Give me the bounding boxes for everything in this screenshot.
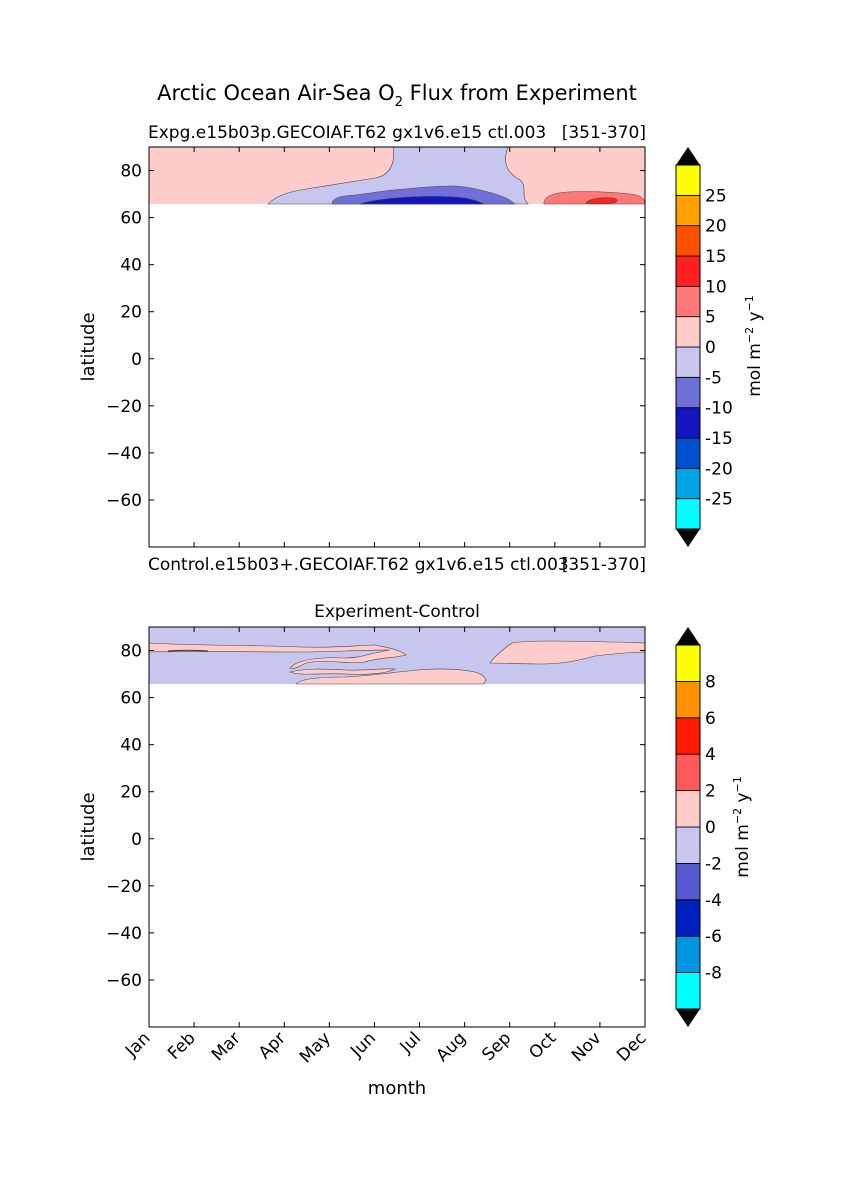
top-plot-frame [148, 146, 646, 548]
colorbar-swatch [675, 194, 701, 227]
colorbar-swatch [675, 225, 701, 257]
top-colorbar-label: mol m−2 y−1 [743, 295, 765, 397]
colorbar-tick-label: -10 [705, 399, 733, 419]
y-tick-label: 80 [120, 162, 142, 182]
colorbar-tick-label: -25 [705, 490, 733, 510]
colorbar-tick-label: -20 [705, 459, 733, 479]
top-field-plus5-region [543, 191, 646, 205]
colorbar-extend-top [676, 627, 700, 645]
colorbar-tick-label: 25 [705, 186, 727, 206]
figure-title: Arctic Ocean Air-Sea O2 Flux from Experi… [157, 81, 637, 110]
colorbar-swatch [675, 498, 701, 530]
colorbar-swatch [675, 437, 701, 469]
colorbar-tick-label: 15 [705, 247, 727, 267]
colorbar-tick-label: -4 [705, 891, 722, 911]
bottom-colorbar-label: mol m−2 y−1 [731, 776, 753, 878]
colorbar-swatch [675, 972, 701, 1010]
top-y-axis: −60 −40 −20 0 20 40 60 80 [106, 162, 645, 511]
colorbar-swatch [675, 164, 701, 196]
colorbar-tick-label: -6 [705, 927, 722, 947]
colorbar-frame [675, 644, 701, 1010]
colorbar-extend-bottom [676, 1009, 700, 1027]
bottom-field-negative-streak [167, 649, 209, 652]
colorbar-tick-label: 0 [705, 818, 716, 838]
y-tick-label: 20 [120, 783, 142, 803]
colorbar-swatch [675, 467, 701, 500]
colorbar-swatch [675, 285, 701, 318]
top-x-ticks [148, 147, 646, 547]
y-tick-label: 60 [120, 689, 142, 709]
colorbar-swatch [675, 681, 701, 719]
bottom-x-axis-label: month [368, 1078, 426, 1099]
y-tick-label: 60 [120, 209, 142, 229]
colorbar-swatch [675, 376, 701, 409]
colorbar-tick-label: -5 [705, 368, 722, 388]
colorbar-swatch [675, 407, 701, 439]
colorbar-swatch [675, 826, 701, 864]
colorbar-tick-label: 5 [705, 308, 716, 328]
bottom-contour-fill [148, 627, 646, 685]
colorbar-tick-label: 8 [705, 672, 716, 692]
top-panel-subtitle-left: Expg.e15b03p.GECOIAF.T62 gx1v6.e15 ctl.0… [148, 123, 546, 143]
y-tick-label: −40 [106, 924, 142, 944]
bottom-colorbar: -8 -6 -4 -2 0 2 4 6 8 [675, 627, 722, 1027]
bottom-panel-title: Experiment-Control [314, 602, 480, 622]
colorbar-frame [675, 164, 701, 530]
bottom-plot-background [149, 627, 645, 1027]
colorbar-swatch [675, 346, 701, 378]
bottom-y-axis-label: latitude [78, 792, 99, 861]
colorbar-tick-label: -15 [705, 429, 733, 449]
bottom-plot-frame [148, 626, 646, 1028]
top-field-plus10-region [585, 197, 618, 204]
top-colorbar: -25 -20 -15 -10 -5 0 5 10 15 20 25 [675, 147, 733, 547]
top-y-axis-label: latitude [78, 312, 99, 381]
colorbar-swatch [675, 255, 701, 287]
colorbar-tick-label: 0 [705, 338, 716, 358]
top-field-minus10-region [359, 196, 485, 205]
colorbar-tick-label: 6 [705, 709, 716, 729]
colorbar-swatch [675, 790, 701, 828]
top-panel: Expg.e15b03p.GECOIAF.T62 gx1v6.e15 ctl.0… [78, 123, 765, 575]
y-tick-label: −40 [106, 444, 142, 464]
colorbar-tick-label: 2 [705, 782, 716, 802]
colorbar-tick-label: 20 [705, 217, 727, 237]
y-tick-label: 20 [120, 303, 142, 323]
colorbar-tick-label: 10 [705, 277, 727, 297]
top-plot-background [149, 147, 645, 547]
colorbar-swatch [675, 863, 701, 901]
top-contour-fill [149, 146, 646, 205]
y-tick-label: −20 [106, 397, 142, 417]
colorbar-tick-label: -2 [705, 854, 722, 874]
colorbar-tick-label: 4 [705, 745, 716, 765]
y-tick-label: 40 [120, 736, 142, 756]
y-tick-label: 40 [120, 256, 142, 276]
y-tick-label: −20 [106, 877, 142, 897]
y-tick-label: −60 [106, 971, 142, 991]
colorbar-swatch [675, 935, 701, 974]
top-panel-subtitle-right: [351-370] [562, 123, 646, 143]
y-tick-label: 0 [131, 350, 142, 370]
colorbar-swatch [675, 753, 701, 792]
bottom-field-positive-middle [289, 668, 397, 675]
colorbar-swatch [675, 899, 701, 937]
colorbar-swatch [675, 717, 701, 755]
bottom-field-positive-strip-top [148, 642, 407, 669]
colorbar-extend-bottom [676, 529, 700, 547]
y-tick-label: 80 [120, 642, 142, 662]
y-tick-label: −60 [106, 491, 142, 511]
top-plot-area: −60 −40 −20 0 20 40 60 80 latitude [78, 146, 646, 548]
y-tick-label: 0 [131, 830, 142, 850]
top-panel-footer-right: [351-370] [562, 555, 646, 575]
bottom-field-positive-bottom [295, 668, 486, 685]
colorbar-tick-label: -8 [705, 964, 722, 984]
top-panel-footer-left: Control.e15b03+.GECOIAF.T62 gx1v6.e15 ct… [148, 555, 569, 575]
colorbar-extend-top [676, 147, 700, 165]
colorbar-swatch [675, 644, 701, 682]
bottom-y-axis: −60 −40 −20 0 20 40 60 80 [106, 642, 645, 991]
colorbar-swatch [675, 316, 701, 348]
